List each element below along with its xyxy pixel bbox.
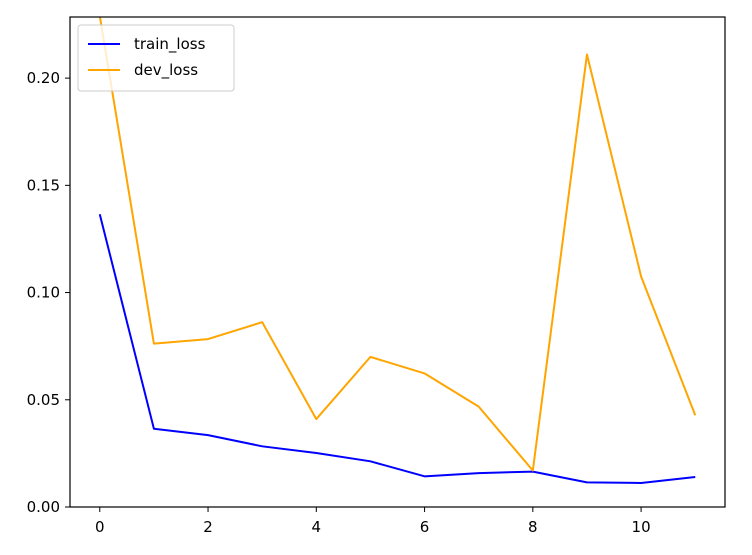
x-axis: 0 2 4 6 8 10 <box>95 507 651 536</box>
legend-label-dev-loss: dev_loss <box>134 61 198 80</box>
y-tick-label: 0.00 <box>27 498 60 516</box>
x-tick-label: 0 <box>95 518 105 536</box>
legend: train_loss dev_loss <box>77 24 235 92</box>
series-line-dev-loss <box>98 17 697 472</box>
y-tick-label: 0.05 <box>27 391 60 409</box>
y-tick-label: 0.15 <box>27 176 60 194</box>
x-tick-label: 8 <box>528 518 538 536</box>
x-tick-label: 4 <box>312 518 322 536</box>
legend-label-train-loss: train_loss <box>134 35 206 54</box>
y-tick-label: 0.20 <box>27 69 60 87</box>
series-layer <box>98 17 697 484</box>
y-axis: 0.00 0.05 0.10 0.15 0.20 <box>27 69 70 516</box>
x-tick-label: 6 <box>420 518 430 536</box>
series-line-train-loss <box>98 214 696 484</box>
x-tick-label: 2 <box>203 518 213 536</box>
y-tick-label: 0.10 <box>27 284 60 302</box>
legend-box <box>77 24 235 92</box>
plot-frame <box>69 16 726 508</box>
x-tick-label: 10 <box>632 518 651 536</box>
